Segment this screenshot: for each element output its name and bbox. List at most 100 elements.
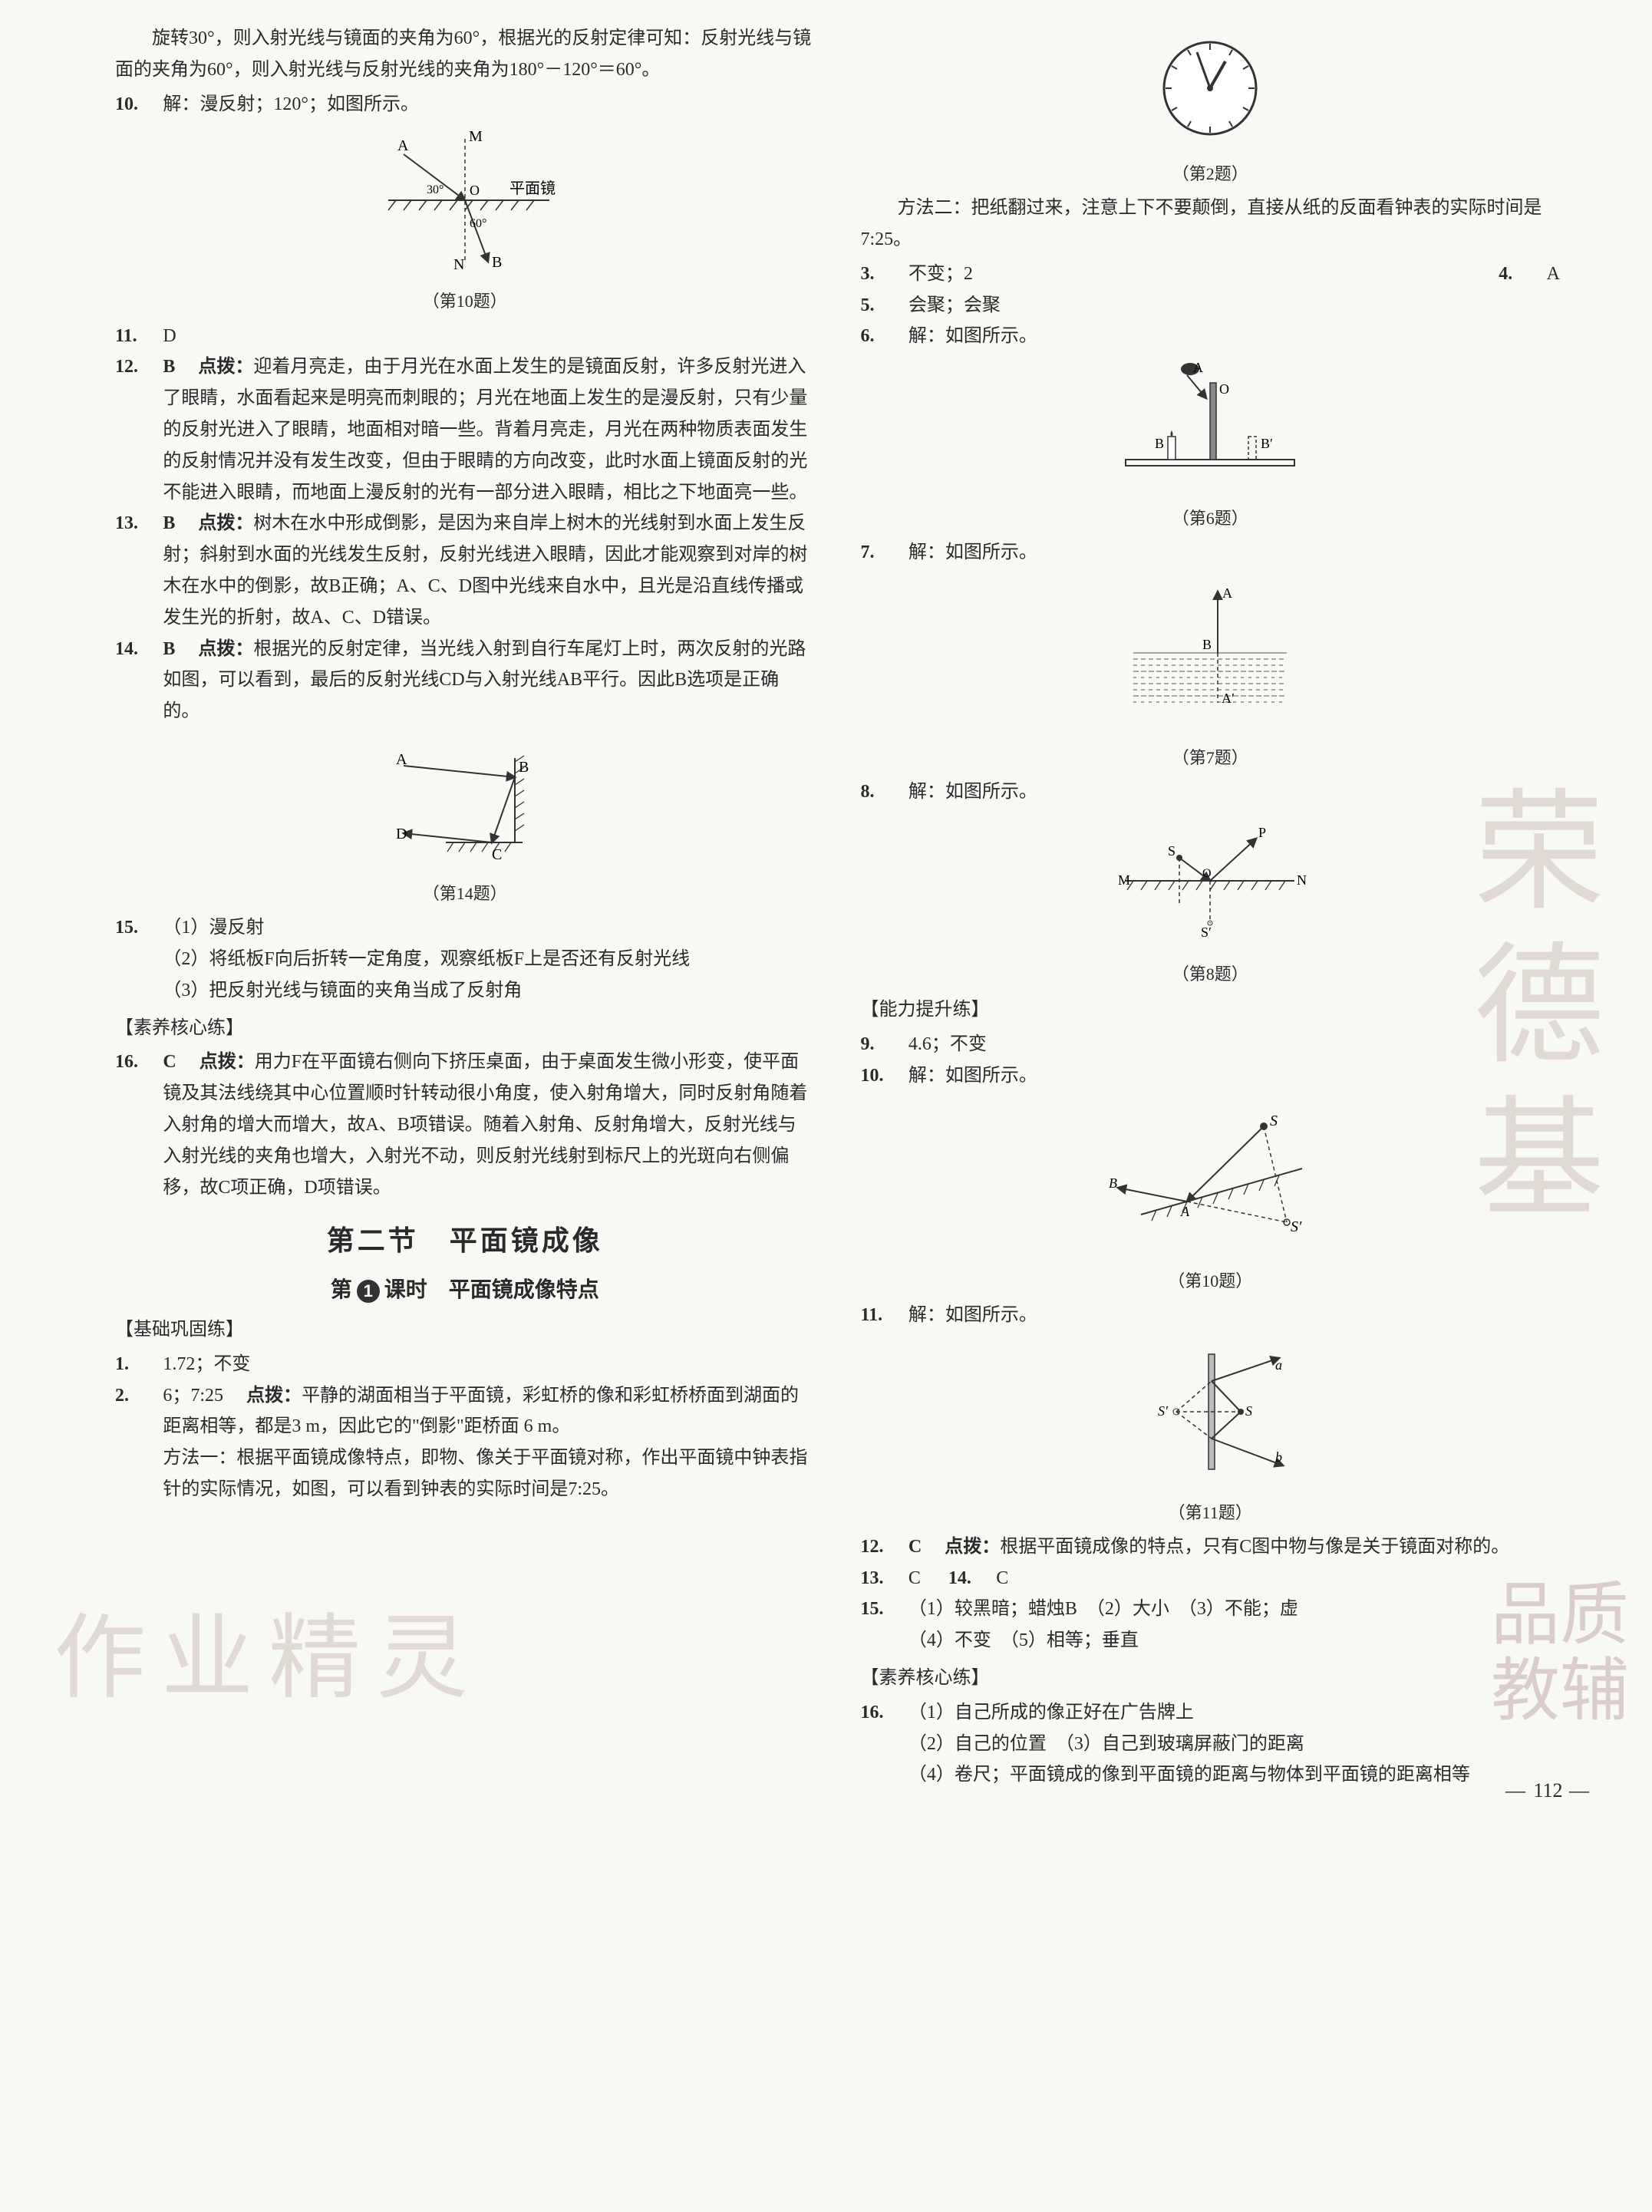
dash-a [1176,1381,1212,1412]
ray-CD [404,833,492,842]
section-header: 第二节 平面镜成像 [115,1217,815,1264]
label-S: S [1270,1113,1278,1129]
page-number: — 112 — [1505,1774,1591,1808]
q7r: 7. 解：如图所示。 [861,537,1561,569]
figure-8: M N O S P S′ （第8题） [861,816,1561,988]
sub-header: 第1课时 平面镜成像特点 [115,1271,815,1308]
label-Sp: S′ [1158,1403,1169,1419]
q3r: 3. 不变；2 4. A [861,259,1561,290]
label-N: N [1297,872,1307,888]
figure-2: （第2题） [861,31,1561,188]
ray-AB [404,766,515,777]
q13r: 13. C 14. C [861,1563,1561,1594]
block-jichu: 基础巩固练 [115,1314,815,1346]
fig11r-caption: （第11题） [861,1498,1561,1527]
candle-B [1168,437,1176,460]
q13-label: 点拨： [198,513,253,533]
q16-num: 16. [115,1047,163,1203]
q3r-text: 不变；2 [908,259,1480,290]
label-O: O [470,183,480,198]
label-P: P [1258,825,1266,840]
q6r-num: 6. [861,321,908,352]
q10-num: 10. [115,89,163,120]
block-suyang-2: 素养核心练 [861,1663,1561,1694]
q12-ans: B [163,357,175,377]
q3r-num: 3. [861,259,908,290]
q10r-num: 10. [861,1060,908,1092]
q7r-num: 7. [861,537,908,569]
right-column: （第2题） 方法二：把纸翻过来，注意上下不要颠倒，直接从纸的反面看钟表的实际时间… [846,23,1607,1791]
label-B: B [492,254,502,271]
label-30: 30° [427,183,444,196]
mirror-hatch [388,200,534,210]
label-A: A [397,137,409,154]
label-A: A [1222,585,1232,601]
ray1-refl [1118,1188,1187,1202]
ray-b-in [1212,1412,1241,1439]
q14-text: 根据光的反射定律，当光线入射到自行车尾灯上时，两次反射的光路如图，可以看到，最后… [163,639,806,722]
q13: 13. B 点拨：树木在水中形成倒影，是因为来自岸上树木的光线射到水面上发生反射… [115,508,815,633]
q5r-num: 5. [861,290,908,321]
q7r-text: 解：如图所示。 [908,537,1560,569]
left-column: 旋转30°，则入射光线与镜面的夹角为60°，根据光的反射定律可知：反射光线与镜面… [46,23,815,1791]
b1-num: 1. [115,1349,163,1380]
q12: 12. B 点拨：迎着月亮走，由于月光在水面上发生的是镜面反射，许多反射光进入了… [115,351,815,508]
q9r-text: 4.6；不变 [908,1029,1560,1060]
table-top [1126,460,1294,466]
method-2: 方法二：把纸翻过来，注意上下不要颠倒，直接从纸的反面看钟表的实际时间是7:25。 [861,193,1561,255]
q15r-b: （4）不变 （5）相等；垂直 [908,1625,1560,1657]
fig10-caption: （第10题） [115,287,815,315]
q10: 10. 解：漫反射；120°；如图所示。 [115,89,815,120]
fig7-caption: （第7题） [861,743,1561,772]
q15-c: （3）把反射光线与镜面的夹角当成了反射角 [163,975,814,1007]
label-Bp: B′ [1261,436,1273,451]
lesson-circle: 1 [357,1280,380,1303]
water-hatch [1133,653,1287,702]
b1: 1. 1.72；不变 [115,1349,815,1380]
label-B: B [1202,637,1212,652]
q15r-a: （1）较黑暗；蜡烛B （2）大小 （3）不能；虚 [908,1594,1560,1625]
sub-post: 课时 平面镜成像特点 [384,1277,599,1301]
label-a: a [1275,1357,1282,1373]
q15: 15. （1）漫反射 （2）将纸板F向后折转一定角度，观察纸板F上是否还有反射光… [115,912,815,1006]
label-A: A [396,751,407,768]
mirror-incl [1141,1169,1302,1215]
label-C: C [492,846,502,863]
q10r-text: 解：如图所示。 [908,1060,1560,1092]
q16-label: 点拨： [199,1052,255,1072]
q11r-num: 11. [861,1300,908,1331]
fig8-caption: （第8题） [861,960,1561,988]
label-S: S [1168,843,1176,859]
lamp-ray [1187,375,1206,398]
q15r-num: 15. [861,1594,908,1657]
figure-11: a b S S′ （第11题） [861,1339,1561,1527]
q9r: 9. 4.6；不变 [861,1029,1561,1060]
q11: 11. D [115,321,815,352]
q8r: 8. 解：如图所示。 [861,776,1561,808]
ray-a-out [1212,1358,1279,1381]
q9r-num: 9. [861,1029,908,1060]
b2-num: 2. [115,1380,163,1505]
q12-label: 点拨： [198,357,253,377]
q14-ans: B [163,639,175,659]
label-S: S [1245,1403,1252,1419]
q12r-num: 12. [861,1531,908,1563]
intro-text: 旋转30°，则入射光线与镜面的夹角为60°，根据光的反射定律可知：反射光线与镜面… [115,23,815,86]
block-nengli: 能力提升练 [861,994,1561,1026]
q11r: 11. 解：如图所示。 [861,1300,1561,1331]
q13-ans: B [163,513,175,533]
q14r-num: 14. [948,1563,996,1594]
label-mirror: 平面镜 [509,180,556,197]
ray-b-out [1212,1439,1283,1465]
q11-text: D [163,321,814,352]
q14-label: 点拨： [198,639,253,659]
q15-b: （2）将纸板F向后折转一定角度，观察纸板F上是否还有反射光线 [163,944,814,975]
q13r-num: 13. [861,1563,908,1594]
q16r: 16. （1）自己所成的像正好在广告牌上 （2）自己的位置 （3）自己到玻璃屏蔽… [861,1697,1561,1791]
q11r-text: 解：如图所示。 [908,1300,1560,1331]
label-O: O [1219,381,1229,397]
q4r-text: A [1547,259,1560,290]
ray-BC [492,777,515,842]
q16: 16. C 点拨：用力F在平面镜右侧向下挤压桌面，由于桌面发生微小形变，使平面镜… [115,1047,815,1203]
label-B: B [1155,436,1164,451]
